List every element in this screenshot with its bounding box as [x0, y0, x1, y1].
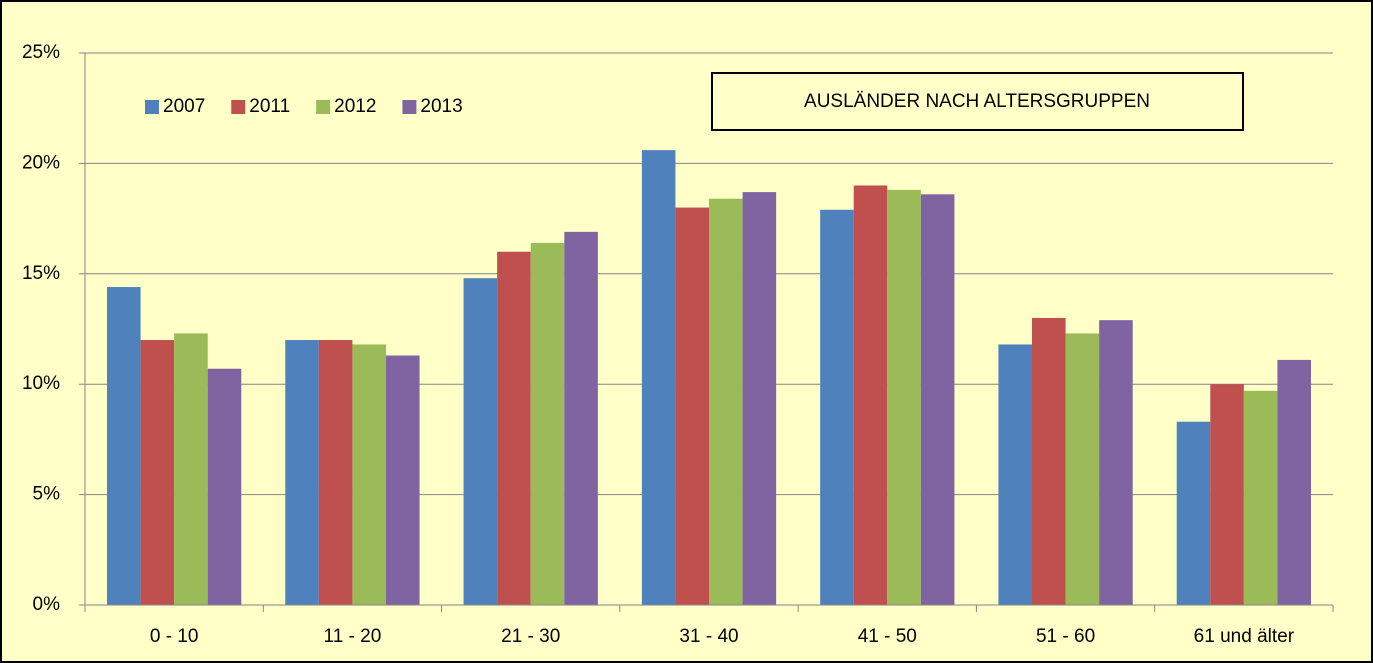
- legend-swatch: [145, 100, 159, 114]
- bar: [140, 340, 175, 605]
- x-tick-label: 21 - 30: [501, 626, 560, 647]
- bar: [564, 231, 598, 605]
- bar: [887, 189, 921, 605]
- y-tick-label: 25%: [22, 42, 60, 63]
- bar: [1032, 317, 1066, 605]
- bar: [107, 287, 141, 605]
- bar: [386, 355, 420, 605]
- x-tick-label: 31 - 40: [679, 626, 738, 647]
- bar: [318, 340, 353, 605]
- bar: [207, 368, 242, 605]
- bar: [853, 185, 888, 606]
- bar: [742, 192, 777, 605]
- y-tick-label: 20%: [22, 152, 60, 173]
- bar: [1210, 384, 1244, 605]
- bar: [1277, 359, 1311, 605]
- legend-swatch: [316, 100, 331, 114]
- bar: [497, 251, 531, 605]
- legend-swatch: [402, 100, 417, 114]
- y-tick-label: 5%: [33, 484, 61, 505]
- bar: [1099, 320, 1133, 605]
- x-tick-label: 61 und älter: [1194, 626, 1295, 647]
- y-tick-label: 10%: [22, 373, 60, 394]
- bar: [530, 242, 565, 605]
- bar: [641, 150, 676, 606]
- bar: [820, 209, 854, 605]
- bar: [1176, 421, 1211, 605]
- legend-swatch: [231, 100, 246, 114]
- bar: [174, 333, 208, 605]
- legend-label: 2011: [249, 96, 290, 117]
- x-tick-label: 11 - 20: [324, 626, 382, 647]
- x-tick-label: 0 - 10: [150, 626, 199, 647]
- bar: [285, 340, 319, 605]
- bar: [675, 207, 709, 605]
- chart-title: AUSLÄNDER NACH ALTERSGRUPPEN: [804, 91, 1150, 112]
- bar: [709, 198, 743, 605]
- bar: [920, 194, 955, 605]
- y-tick-label: 15%: [22, 263, 60, 284]
- y-tick-label: 0%: [33, 594, 61, 615]
- bar: [1065, 333, 1100, 605]
- x-tick-label: 41 - 50: [858, 626, 917, 647]
- bar: [463, 278, 498, 605]
- bar: [998, 344, 1032, 605]
- bar: [1243, 390, 1278, 605]
- legend-label: 2012: [334, 96, 376, 117]
- legend-label: 2013: [420, 96, 462, 117]
- legend-label: 2007: [163, 96, 205, 117]
- title-box: [711, 72, 1244, 131]
- x-tick-label: 51 - 60: [1036, 626, 1095, 647]
- bar: [352, 344, 386, 605]
